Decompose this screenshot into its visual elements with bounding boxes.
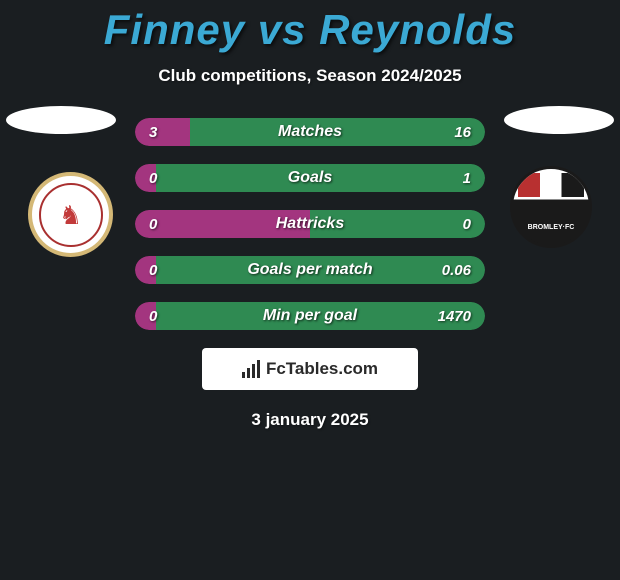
stat-row: 3Matches16 xyxy=(135,118,485,146)
footer-date: 3 january 2025 xyxy=(0,410,620,430)
right-player-photo-placeholder xyxy=(504,106,614,134)
stat-bar-track: 0Goals per match0.06 xyxy=(135,256,485,284)
stat-bar-right-fill xyxy=(156,164,485,192)
stat-bar-track: 0Hattricks0 xyxy=(135,210,485,238)
bar-chart-icon xyxy=(242,360,260,378)
stat-bar-left-fill xyxy=(135,164,156,192)
bromley-badge-label: BROMLEY·FC xyxy=(513,224,589,231)
stat-bar-left-fill xyxy=(135,210,310,238)
comparison-panel: ♞ BROMLEY·FC 3Matches16 0Goals1 0Hattricks… xyxy=(0,112,620,430)
fctables-logo: FcTables.com xyxy=(202,348,418,390)
left-player-photo-placeholder xyxy=(6,106,116,134)
brand-text: FcTables.com xyxy=(266,359,378,379)
stat-bar-right-fill xyxy=(310,210,485,238)
stat-bar-right-fill xyxy=(156,256,485,284)
stat-bar-left-fill xyxy=(135,118,190,146)
page-subtitle: Club competitions, Season 2024/2025 xyxy=(0,66,620,86)
stat-bars: 3Matches16 0Goals1 0Hattricks0 0Goals per m… xyxy=(135,112,485,330)
lion-icon: ♞ xyxy=(57,201,85,229)
crewe-alexandra-badge: ♞ xyxy=(28,172,113,257)
stat-bar-left-fill xyxy=(135,256,156,284)
stat-bar-right-fill xyxy=(156,302,485,330)
stat-bar-left-fill xyxy=(135,302,156,330)
bromley-badge: BROMLEY·FC xyxy=(510,166,592,248)
stat-row: 0Goals1 xyxy=(135,164,485,192)
stat-row: 0Goals per match0.06 xyxy=(135,256,485,284)
stat-row: 0Min per goal1470 xyxy=(135,302,485,330)
stat-row: 0Hattricks0 xyxy=(135,210,485,238)
header: Finney vs Reynolds Club competitions, Se… xyxy=(0,0,620,86)
stat-bar-track: 0Min per goal1470 xyxy=(135,302,485,330)
stat-bar-track: 0Goals1 xyxy=(135,164,485,192)
stat-bar-right-fill xyxy=(190,118,485,146)
stat-bar-track: 3Matches16 xyxy=(135,118,485,146)
page-title: Finney vs Reynolds xyxy=(0,6,620,54)
